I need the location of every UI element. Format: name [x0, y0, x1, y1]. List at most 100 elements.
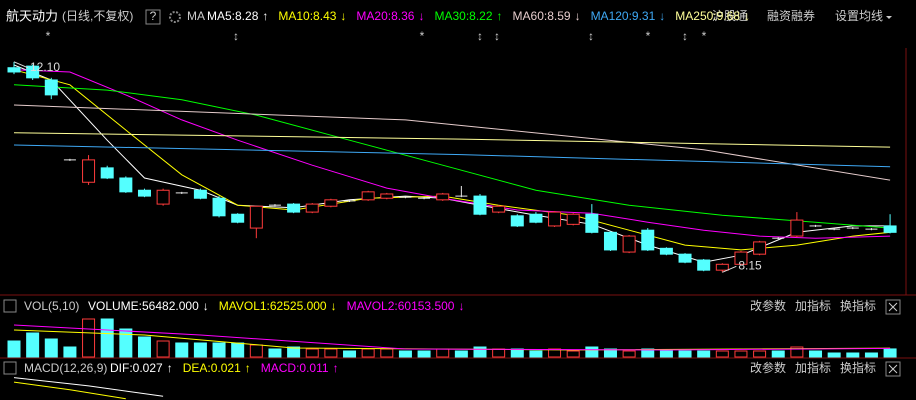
volume-bar	[63, 346, 77, 358]
volume-bar	[622, 350, 636, 358]
legend-arrow: ↓	[203, 299, 209, 313]
volume-bar	[26, 332, 40, 358]
volume-bar	[864, 352, 878, 358]
panel-button[interactable]: 加指标	[795, 360, 831, 375]
volume-bar	[305, 348, 319, 358]
legend-label: MA30:8.22	[434, 9, 492, 23]
candle-body	[305, 203, 319, 213]
legend-arrow: ↑	[333, 361, 339, 375]
panel-button[interactable]: 改参数	[750, 298, 786, 313]
legend-arrow: ↓	[418, 9, 424, 23]
volume-bar	[380, 348, 394, 358]
close-icon[interactable]	[888, 302, 898, 312]
close-box[interactable]	[885, 299, 901, 315]
link[interactable]: 沪股通	[712, 9, 748, 23]
legend-label: DEA:0.021	[183, 361, 241, 375]
close-icon[interactable]	[888, 364, 898, 374]
volume-bar	[82, 318, 96, 358]
ma-label: MA	[187, 9, 205, 23]
candle-body	[137, 189, 151, 197]
candle-body	[790, 219, 804, 237]
volume-bar	[454, 350, 468, 358]
panel-button[interactable]: 换指标	[840, 360, 876, 375]
link[interactable]: 设置均线	[835, 9, 883, 23]
candle-body	[622, 235, 636, 253]
volume-bar	[398, 350, 412, 358]
collapse-box[interactable]	[3, 299, 17, 313]
volume-bar	[809, 350, 823, 358]
candle-body	[753, 241, 767, 255]
ma-line	[13, 381, 126, 400]
candle-body	[119, 177, 133, 193]
volume-bar	[492, 348, 506, 358]
ma-line	[13, 104, 891, 181]
candle-body	[603, 231, 617, 251]
candle-body	[585, 213, 599, 233]
panel-button[interactable]: 加指标	[795, 298, 831, 313]
volume-bar	[44, 338, 58, 358]
legend-arrow: ↑	[262, 9, 268, 23]
legend-label: MA10:8.43	[278, 9, 336, 23]
gear-icon[interactable]	[169, 11, 181, 23]
candle-body	[156, 189, 170, 205]
annotation-arrow	[722, 265, 737, 273]
volume-bar	[212, 342, 226, 358]
volume-bar	[119, 328, 133, 358]
candle-body	[659, 247, 673, 255]
help[interactable]: ?	[150, 9, 157, 23]
candle-body	[249, 205, 263, 229]
candle-body	[734, 251, 748, 265]
legend-label: MACD:0.011	[261, 361, 329, 375]
volume-bar	[231, 342, 245, 358]
volume-bar	[417, 350, 431, 358]
volume-bar	[529, 350, 543, 358]
link[interactable]: 融资融券	[767, 8, 815, 23]
volume-bar	[827, 352, 841, 358]
candle-body	[473, 195, 487, 215]
panel-title: VOL(5,10)	[24, 299, 79, 313]
volume-bar	[771, 350, 785, 358]
marker: ↕	[494, 29, 500, 43]
volume-bar	[659, 350, 673, 358]
legend-arrow: ↑	[245, 361, 251, 375]
volume-bar	[603, 348, 617, 358]
volume-bar	[361, 348, 375, 358]
collapse-box[interactable]	[3, 361, 17, 375]
candle-body	[380, 193, 394, 199]
legend-label: MA60:8.59	[513, 9, 571, 23]
help-box[interactable]	[145, 9, 161, 25]
volume-bar	[734, 350, 748, 358]
candle-body	[100, 167, 114, 179]
volume-bar	[790, 346, 804, 358]
legend-label: VOLUME:56482.000	[88, 299, 199, 313]
legend-arrow: ↓	[744, 9, 750, 23]
legend-arrow: ↓	[458, 299, 464, 313]
ma-line	[13, 377, 164, 397]
marker: ↕	[588, 29, 594, 43]
annotation-label: 12.10	[30, 60, 60, 74]
marker: *	[702, 29, 707, 43]
candle-body	[82, 159, 96, 183]
volume-bar	[175, 342, 189, 358]
panel-title: MACD(12,26,9)	[24, 361, 107, 375]
candle-body	[641, 229, 655, 251]
volume-bar	[249, 344, 263, 358]
candle-body	[436, 193, 450, 201]
annotation-label: 8.15	[738, 258, 762, 272]
volume-bar	[137, 336, 151, 358]
volume-bar	[678, 350, 692, 358]
candle-body	[510, 215, 524, 227]
volume-bar	[846, 352, 860, 358]
panel-button[interactable]: 改参数	[750, 360, 786, 375]
marker: ↕	[477, 29, 483, 43]
legend-label: DIF:0.027	[110, 361, 163, 375]
close-box[interactable]	[885, 361, 901, 377]
legend-arrow: ↓	[331, 299, 337, 313]
candle-body	[212, 197, 226, 217]
legend-arrow: ↑	[167, 361, 173, 375]
volume-bar	[510, 348, 524, 358]
dropdown-icon[interactable]	[886, 16, 892, 19]
candle-body	[44, 79, 58, 96]
panel-button[interactable]: 换指标	[840, 298, 876, 313]
